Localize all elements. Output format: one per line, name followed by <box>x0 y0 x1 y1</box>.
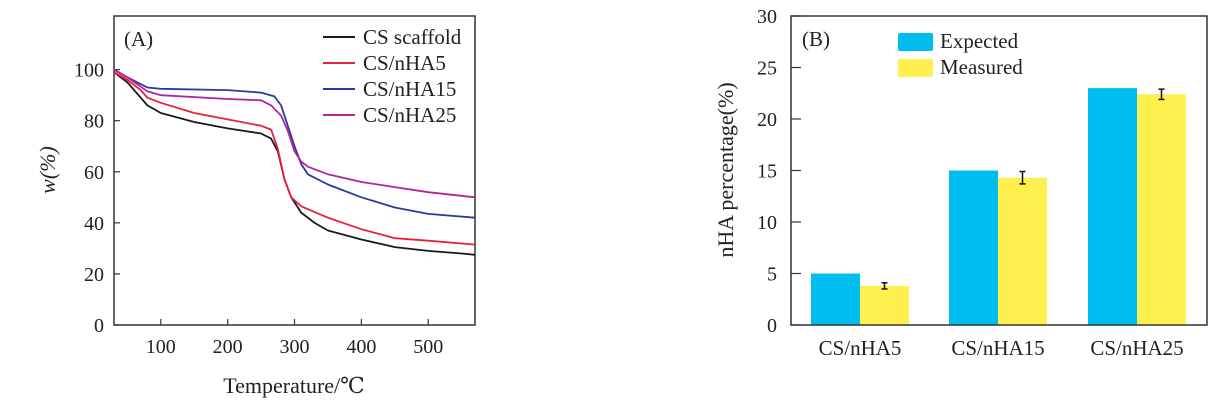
chart-a-series-line <box>113 68 476 219</box>
chart-a-y-tick-label: 60 <box>84 162 104 184</box>
chart-a-legend-label: CS/nHA15 <box>363 77 456 101</box>
chart-a-x-tick-label: 100 <box>146 336 176 358</box>
chart-b-bar <box>998 177 1047 325</box>
chart-b-y-tick-label: 20 <box>757 109 777 131</box>
chart-b-x-tick-label: CS/nHA25 <box>1090 336 1183 360</box>
chart-b-y-tick-label: 0 <box>767 315 777 337</box>
chart-b-y-tick-label: 10 <box>757 212 777 234</box>
chart-a-legend-label: CS/nHA25 <box>363 103 456 127</box>
chart-b-y-tick-label: 5 <box>767 264 777 286</box>
chart-b-bar <box>1088 88 1137 325</box>
chart-b-y-tick-label: 15 <box>757 161 777 183</box>
chart-b-legend-swatch <box>898 59 933 77</box>
chart-a-series-line <box>113 68 476 199</box>
chart-b-legend-swatch <box>898 33 933 51</box>
chart-a-y-tick-label: 80 <box>84 111 104 133</box>
chart-b-legend-label: Measured <box>940 55 1023 79</box>
chart-a-x-axis-label: Temperature/℃ <box>223 373 365 398</box>
chart-b-y-tick-label: 25 <box>757 58 777 80</box>
chart-a-y-tick-label: 0 <box>94 315 104 337</box>
chart-b-bar <box>1137 94 1186 325</box>
chart-a-tga: (A) Temperature/℃ w(%) 100 200 300 400 500 0 2… <box>35 15 476 398</box>
chart-a-x-tick-label: 500 <box>413 336 443 358</box>
chart-a-legend-label: CS/nHA5 <box>363 51 446 75</box>
chart-a-x-tick-label: 300 <box>280 336 310 358</box>
chart-a-x-tick-label: 400 <box>346 336 376 358</box>
chart-b-bars: (B) nHA percentage(%) 0 5 10 15 20 25 30 CS/nHA… <box>713 6 1208 360</box>
chart-a-y-tick-label: 40 <box>84 213 104 235</box>
chart-a-panel-label: (A) <box>124 27 153 51</box>
chart-a-x-tick-label: 200 <box>213 336 243 358</box>
chart-b-legend-label: Expected <box>940 29 1019 53</box>
chart-a-y-tick-label: 20 <box>84 264 104 286</box>
chart-b-y-axis-label: nHA percentage(%) <box>713 82 738 257</box>
chart-b-panel-label: (B) <box>802 27 830 51</box>
chart-b-bar <box>811 273 860 325</box>
chart-a-y-axis-label: w(%) <box>35 146 60 194</box>
chart-b-x-tick-label: CS/nHA5 <box>819 336 902 360</box>
chart-b-x-tick-label: CS/nHA15 <box>951 336 1044 360</box>
chart-a-legend-label: CS scaffold <box>363 25 462 49</box>
chart-a-series-line <box>113 71 476 246</box>
chart-b-bar <box>860 285 909 325</box>
chart-b-y-tick-label: 30 <box>757 6 777 28</box>
chart-a-y-tick-label: 100 <box>74 60 104 82</box>
chart-b-bar <box>949 170 998 325</box>
